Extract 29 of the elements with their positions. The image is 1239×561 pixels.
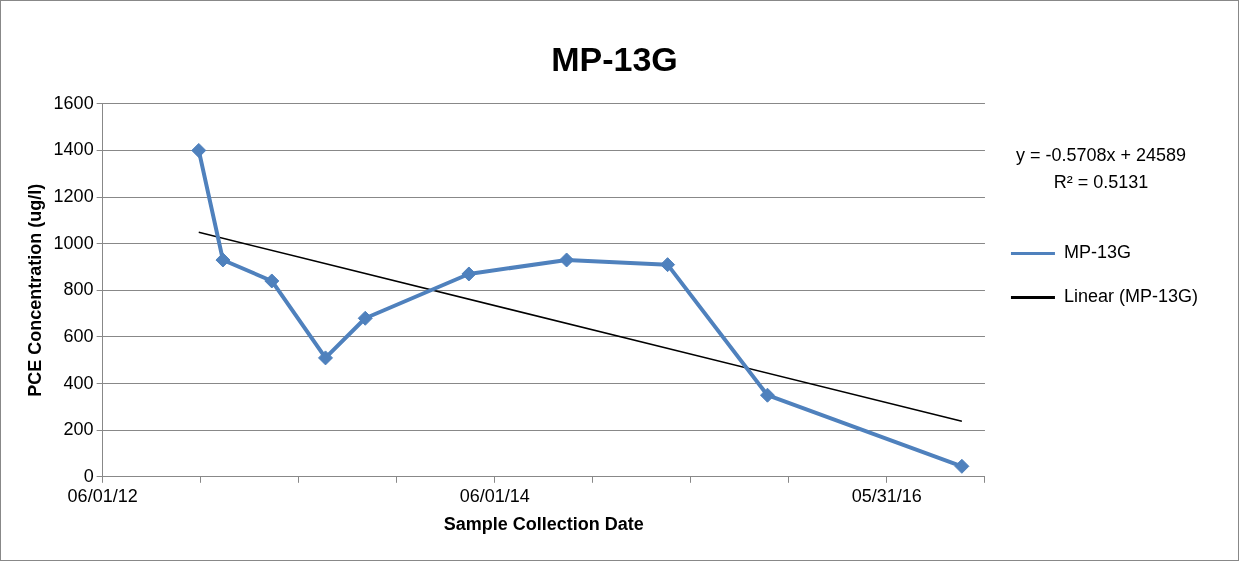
- y-tick-label: 1600: [53, 92, 94, 113]
- x-axis-title: Sample Collection Date: [443, 514, 644, 535]
- legend-label: MP-13G: [1063, 242, 1131, 263]
- y-tick-label: 1400: [53, 139, 94, 160]
- y-tick-label: 1200: [53, 186, 94, 207]
- legend-label: Linear (MP-13G): [1063, 286, 1198, 307]
- point: [954, 458, 970, 474]
- point: [264, 273, 280, 289]
- y-axis-title: PCE Concentration (ug/l): [24, 183, 45, 397]
- text: R² = 0.5131: [1053, 171, 1149, 192]
- x-tick-label: 05/31/16: [851, 485, 922, 506]
- chart-title: MP-13G: [551, 39, 678, 78]
- y-tick-label: 1000: [53, 232, 94, 253]
- point: [559, 252, 575, 268]
- y-tick-label: 600: [63, 325, 94, 346]
- point: [660, 257, 676, 273]
- point: [759, 387, 775, 403]
- y-tick-label: 800: [63, 279, 94, 300]
- y-tick-label: 400: [63, 372, 94, 393]
- y-tick-label: 200: [63, 419, 94, 440]
- x-tick-label: 06/01/12: [67, 485, 138, 506]
- point: [461, 266, 477, 282]
- text: y = -0.5708x + 24589: [1015, 144, 1187, 165]
- y-tick-label: 0: [83, 465, 94, 486]
- point: [191, 142, 207, 158]
- point: [318, 350, 333, 366]
- point: [215, 252, 231, 268]
- x-tick-label: 06/01/14: [459, 485, 530, 506]
- point: [357, 310, 373, 326]
